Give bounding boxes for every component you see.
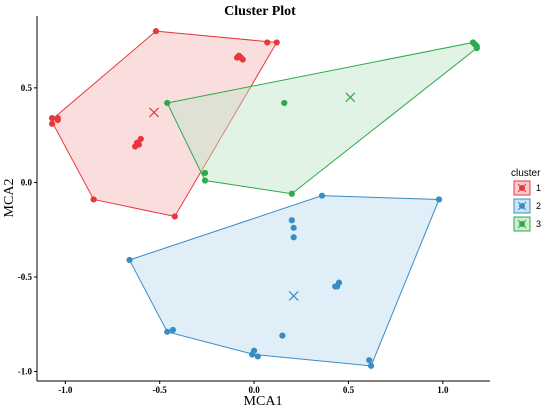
x-tick-label: 1.0	[437, 385, 449, 395]
legend-key-cluster-2	[513, 198, 531, 214]
centroid-marker-cluster-3	[345, 92, 356, 103]
centroid-marker-cluster-2	[288, 290, 299, 301]
y-tick-label: 0.0	[21, 177, 33, 187]
data-point-cluster-1	[49, 120, 56, 127]
data-point-cluster-3	[281, 99, 288, 107]
y-tick-label: -0.5	[18, 272, 33, 282]
data-point-cluster-2	[318, 192, 326, 199]
data-point-cluster-2	[290, 224, 297, 231]
x-axis-label: MCA1	[244, 394, 283, 409]
cluster-centroids	[149, 92, 356, 301]
data-point-cluster-1	[54, 115, 61, 122]
data-point-cluster-2	[164, 328, 171, 335]
tick-marks: -1.0 -0.5 0.0 0.5 1.0 -1.0 -0.5 0.0 0.5	[18, 83, 449, 395]
data-point-cluster-2	[249, 351, 256, 358]
legend-label-cluster-1: 1	[536, 183, 541, 193]
data-point-cluster-2	[290, 234, 297, 241]
legend-label-cluster-3: 3	[536, 219, 541, 229]
y-tick-label: -1.0	[18, 367, 33, 377]
y-tick-label: 0.5	[21, 83, 33, 93]
data-point-cluster-2	[334, 283, 341, 290]
cluster-hulls	[51, 30, 478, 367]
chart-title: Cluster Plot	[224, 4, 296, 19]
data-point-cluster-1	[137, 135, 144, 143]
data-point-cluster-3	[288, 190, 295, 197]
data-point-cluster-3	[201, 177, 209, 184]
data-point-cluster-1	[49, 115, 56, 122]
data-point-cluster-2	[126, 256, 133, 264]
hull-cluster-2	[128, 195, 440, 367]
data-point-cluster-2	[254, 353, 261, 360]
cluster-points	[49, 28, 480, 369]
data-point-cluster-2	[169, 326, 176, 334]
x-tick-label: -1.0	[58, 385, 73, 395]
data-point-cluster-1	[264, 39, 271, 46]
x-tick-label: 0.0	[248, 385, 260, 395]
legend-label-cluster-2: 2	[536, 201, 541, 211]
data-point-cluster-3	[473, 45, 480, 52]
x-tick-label: 0.5	[343, 385, 355, 395]
data-point-cluster-1	[273, 39, 280, 46]
data-point-cluster-2	[366, 357, 373, 364]
legend-title: cluster	[511, 168, 541, 179]
data-point-cluster-1	[152, 28, 160, 35]
x-tick-label: -0.5	[153, 385, 168, 395]
data-point-cluster-2	[288, 217, 295, 224]
axes	[36, 16, 490, 382]
data-point-cluster-2	[367, 362, 375, 369]
legend-key-cluster-3	[513, 216, 531, 232]
data-point-cluster-2	[435, 196, 443, 203]
data-point-cluster-3	[164, 99, 171, 107]
legend-key-cluster-1	[513, 180, 531, 196]
data-point-cluster-1	[90, 196, 97, 203]
data-point-cluster-3	[201, 169, 209, 177]
data-point-cluster-1	[239, 56, 246, 63]
data-point-cluster-1	[171, 213, 178, 220]
y-axis-label: MCA2	[2, 179, 17, 218]
data-point-cluster-2	[279, 332, 286, 339]
data-point-cluster-1	[135, 141, 143, 148]
centroid-marker-cluster-1	[149, 107, 159, 118]
data-point-cluster-1	[235, 52, 243, 59]
legend: cluster 1 2 3	[511, 168, 541, 232]
